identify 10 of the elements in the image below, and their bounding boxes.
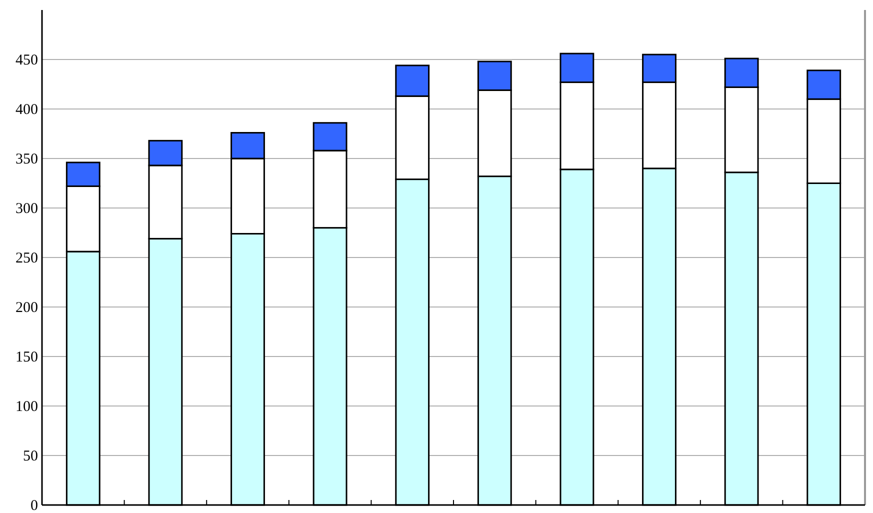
y-tick-label: 300: [16, 200, 38, 217]
y-tick-label: 400: [16, 102, 38, 118]
y-tick-label: 450: [16, 52, 38, 68]
y-tick-label: 0: [30, 498, 38, 513]
y-tick-label: 100: [16, 398, 38, 415]
y-tick-label: 250: [16, 250, 38, 266]
y-tick-label: 50: [23, 448, 38, 464]
y-tick-label: 350: [16, 151, 38, 168]
y-tick-label: 200: [16, 300, 38, 316]
y-tick-label: 150: [16, 349, 38, 366]
